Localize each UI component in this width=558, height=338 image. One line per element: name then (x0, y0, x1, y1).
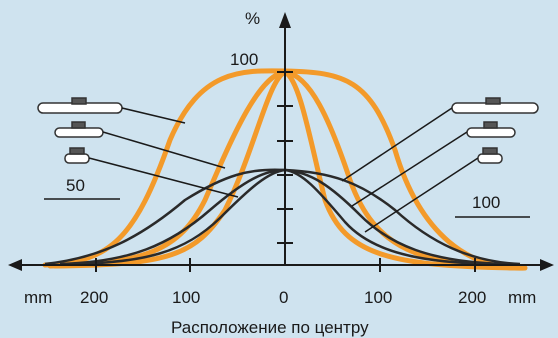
x-axis-arrow-right (540, 259, 554, 271)
dark-curve-wide (44, 168, 521, 266)
dome-pad-small-icon (64, 147, 90, 164)
dome-pad-large-icon (37, 97, 123, 114)
dome-pad-large-icon-right (451, 97, 539, 114)
y-unit-label: % (245, 9, 260, 28)
x-axis-caption: Расположение по центру (171, 318, 369, 337)
right-callout-label: 100 (472, 193, 500, 212)
dome-pad-medium-icon (54, 121, 104, 138)
left-callout-leaders (44, 107, 239, 200)
x-tick-label-left-100: 100 (172, 288, 200, 307)
x-axis-arrow-left (8, 259, 22, 271)
left-callout-label: 50 (66, 176, 85, 195)
x-tick-label-left-200: 200 (80, 288, 108, 307)
x-tick-label-right-100: 100 (364, 288, 392, 307)
x-ticks (95, 258, 476, 272)
x-unit-left: mm (24, 288, 52, 307)
y-axis-arrow (279, 12, 291, 28)
x-tick-label-right-200: 200 (458, 288, 486, 307)
dome-pad-small-icon-right (477, 147, 503, 164)
y-ticks (277, 71, 293, 244)
dome-pad-medium-icon-right (466, 121, 516, 138)
x-tick-label-zero: 0 (279, 288, 288, 307)
right-callout-leaders (341, 107, 530, 233)
x-unit-right: mm (508, 288, 536, 307)
y-label-100: 100 (230, 50, 258, 69)
